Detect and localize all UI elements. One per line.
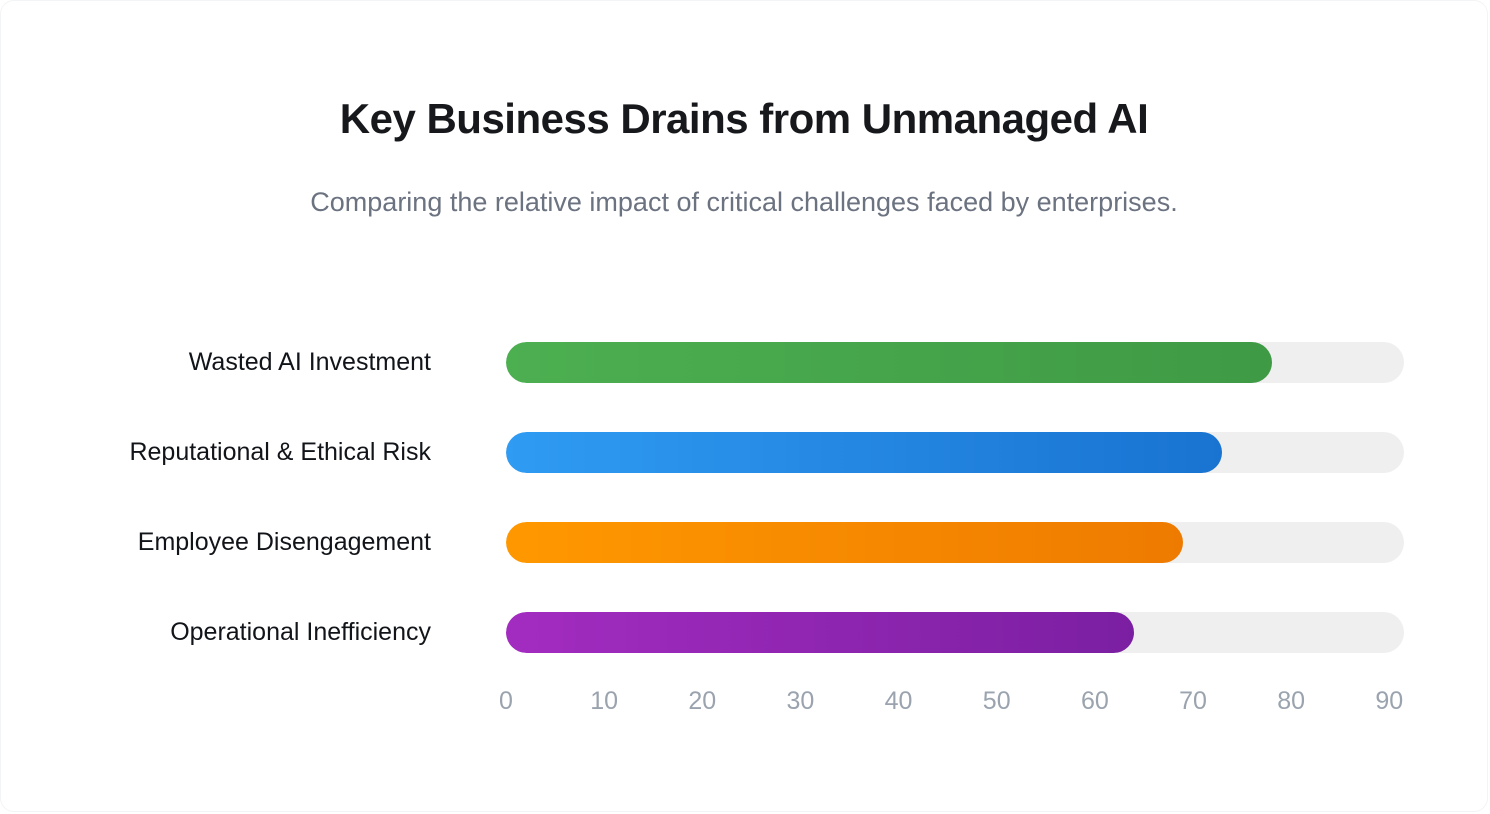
category-label: Operational Inefficiency xyxy=(170,617,431,646)
chart-title: Key Business Drains from Unmanaged AI xyxy=(339,95,1149,142)
chart-row: Wasted AI Investment xyxy=(1,317,1487,407)
bar-fill[interactable] xyxy=(506,341,1272,383)
chart-row: Operational Inefficiency xyxy=(1,587,1487,677)
x-tick-label: 50 xyxy=(982,687,1011,715)
x-tick-label: 20 xyxy=(688,687,717,715)
bar-track xyxy=(506,521,1404,563)
x-tick-label: 10 xyxy=(590,687,619,715)
bar-fill[interactable] xyxy=(506,431,1223,473)
chart-row: Reputational & Ethical Risk xyxy=(1,407,1487,497)
bar-track xyxy=(506,341,1404,383)
x-tick-label: 30 xyxy=(786,687,815,715)
x-tick-label: 80 xyxy=(1277,687,1306,715)
category-label: Wasted AI Investment xyxy=(188,347,431,376)
bar-fill[interactable] xyxy=(506,611,1135,653)
x-tick-label: 0 xyxy=(499,687,513,715)
chart-row: Employee Disengagement xyxy=(1,497,1487,587)
bar-chart: Wasted AI Investment Reputational & Ethic… xyxy=(1,317,1487,677)
bar-track xyxy=(506,431,1404,473)
chart-subtitle: Comparing the relative impact of critica… xyxy=(310,187,1178,217)
x-tick-label: 70 xyxy=(1179,687,1207,715)
bar-track xyxy=(506,611,1404,653)
x-tick-label: 40 xyxy=(884,687,913,715)
x-axis: 0 10 20 30 40 50 60 70 80 90 xyxy=(499,687,1404,727)
x-tick-label: 60 xyxy=(1080,687,1109,715)
bar-fill[interactable] xyxy=(506,521,1184,563)
category-label: Employee Disengagement xyxy=(137,527,431,556)
category-label: Reputational & Ethical Risk xyxy=(129,437,431,466)
x-tick-label: 90 xyxy=(1375,687,1404,715)
